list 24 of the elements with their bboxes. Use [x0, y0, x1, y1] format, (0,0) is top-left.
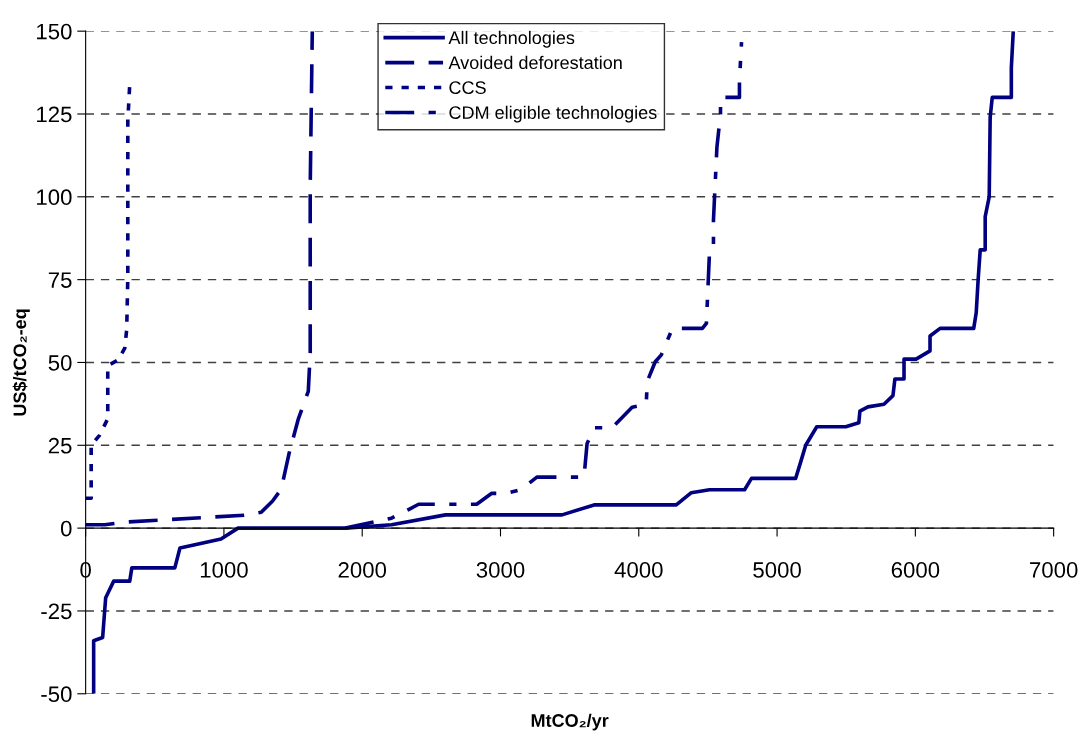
- x-tick-label: 7000: [1030, 562, 1078, 578]
- legend-label: CCS: [449, 81, 486, 95]
- y-tick-label: 0: [60, 520, 72, 537]
- y-tick-label: 150: [37, 23, 72, 40]
- x-tick-label: 5000: [753, 562, 801, 578]
- legend-label: All technologies: [448, 30, 575, 48]
- x-tick-label: 1000: [200, 562, 248, 578]
- x-tick-label: 4000: [614, 562, 663, 578]
- x-tick-label: 6000: [891, 562, 940, 578]
- y-tick-label: 75: [48, 272, 72, 288]
- x-tick-label: 3000: [476, 562, 525, 578]
- y-tick-label: 50: [48, 355, 72, 371]
- line-series: [85, 31, 315, 527]
- y-tick-label: 125: [37, 106, 72, 123]
- y-tick-label: 100: [37, 189, 72, 206]
- line-series: [91, 31, 1016, 694]
- y-axis-title: US$/tCO₂-eq: [12, 309, 30, 416]
- legend-label: Avoided deforestation: [448, 55, 622, 70]
- x-axis-title: MtCO₂/yr: [531, 713, 609, 731]
- legend-label: CDM eligible technologies: [449, 105, 657, 123]
- y-tick-label: -50: [41, 686, 72, 703]
- y-tick-label: -25: [41, 603, 72, 620]
- x-tick-label: 2000: [338, 562, 387, 578]
- y-tick-label: 25: [48, 437, 72, 454]
